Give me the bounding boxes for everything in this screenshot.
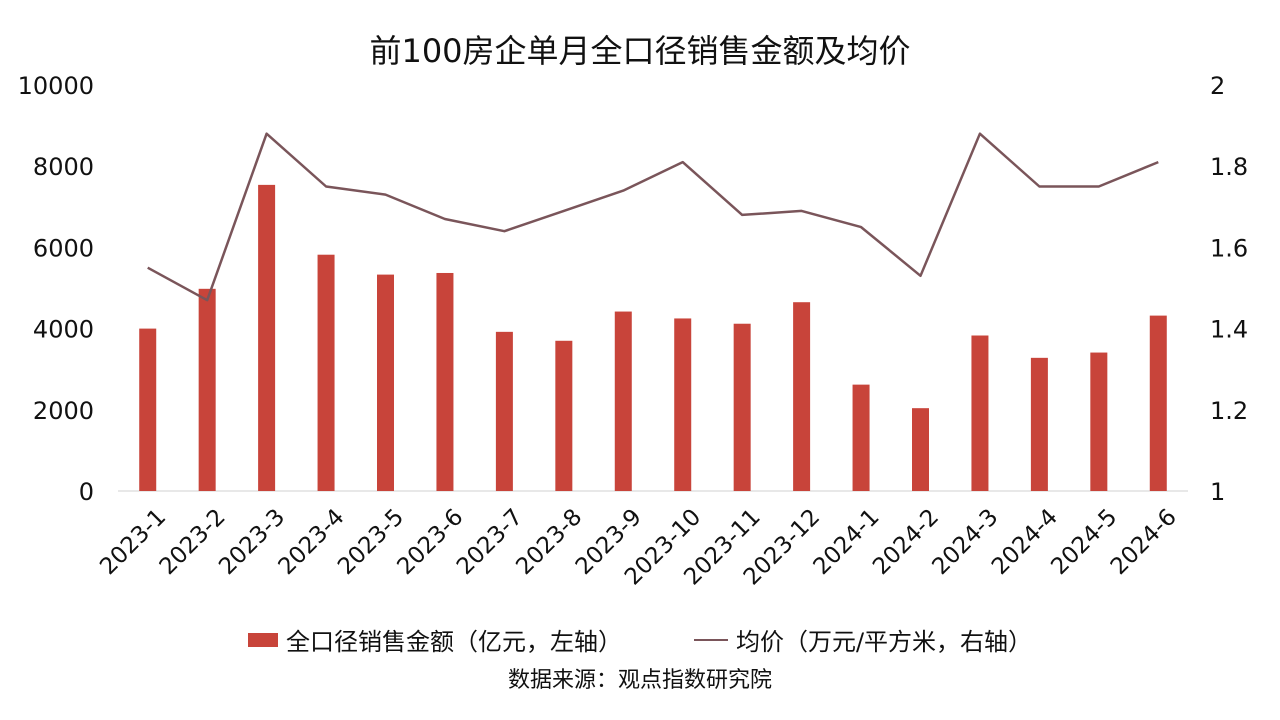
x-tick-label: 2023-4	[274, 504, 350, 580]
y-right-tick-label: 1.4	[1210, 316, 1248, 344]
bar	[436, 272, 454, 491]
bar	[317, 254, 335, 491]
bar	[198, 288, 216, 491]
bar	[377, 274, 394, 491]
legend: 全口径销售金额（亿元，左轴） 均价（万元/平方米，右轴）	[0, 622, 1280, 657]
x-tick-label: 2024-2	[868, 504, 944, 580]
bar	[1030, 357, 1048, 491]
bar	[674, 318, 692, 491]
bar	[971, 335, 989, 491]
bar	[733, 323, 751, 491]
y-left-tick-label: 8000	[33, 153, 94, 181]
x-tick-label: 2024-6	[1106, 504, 1182, 580]
y-right-tick-label: 1.2	[1210, 397, 1248, 425]
x-tick-label: 2024-3	[928, 504, 1004, 580]
legend-label-price: 均价（万元/平方米，右轴）	[735, 628, 1033, 656]
x-tick-label: 2024-4	[987, 504, 1063, 580]
bar	[139, 328, 157, 491]
legend-swatch-line	[693, 638, 728, 641]
y-right-tick-label: 1	[1210, 478, 1225, 506]
x-tick-label: 2023-8	[511, 504, 587, 580]
chart-title: 前100房企单月全口径销售金额及均价	[369, 32, 911, 70]
y-right-tick-label: 2	[1210, 72, 1225, 100]
y-left-tick-label: 4000	[33, 316, 94, 344]
bar	[614, 311, 632, 491]
bar	[793, 302, 811, 491]
price-line	[147, 132, 1159, 302]
x-tick-label: 2023-7	[452, 504, 528, 580]
bar	[1149, 315, 1167, 491]
y-left-tick-label: 10000	[18, 72, 94, 100]
y-left-tick-label: 0	[79, 478, 94, 506]
legend-item-price: 均价（万元/平方米，右轴）	[693, 622, 1033, 657]
bar	[912, 408, 929, 491]
y-left-tick-label: 2000	[33, 397, 94, 425]
y-right-tick-label: 1.8	[1210, 153, 1248, 181]
x-tick-label: 2024-5	[1046, 504, 1122, 580]
x-tick-label: 2023-3	[214, 504, 290, 580]
x-tick-label: 2024-1	[809, 504, 885, 580]
legend-swatch-bar	[247, 632, 278, 647]
bar	[495, 331, 513, 491]
x-tick-label: 2023-1	[95, 504, 171, 580]
bar	[1090, 352, 1108, 491]
x-tick-label: 2023-2	[155, 504, 231, 580]
y-left-tick-label: 6000	[33, 234, 94, 262]
x-tick-label: 2023-5	[333, 504, 409, 580]
legend-label-sales: 全口径销售金额（亿元，左轴）	[285, 628, 622, 656]
legend-item-sales: 全口径销售金额（亿元，左轴）	[247, 622, 622, 657]
y-right-tick-label: 1.6	[1210, 234, 1248, 262]
bar	[258, 184, 276, 491]
x-tick-label: 2023-6	[393, 504, 469, 580]
bar	[555, 340, 573, 491]
bar	[852, 384, 870, 491]
data-source: 数据来源：观点指数研究院	[507, 668, 772, 693]
